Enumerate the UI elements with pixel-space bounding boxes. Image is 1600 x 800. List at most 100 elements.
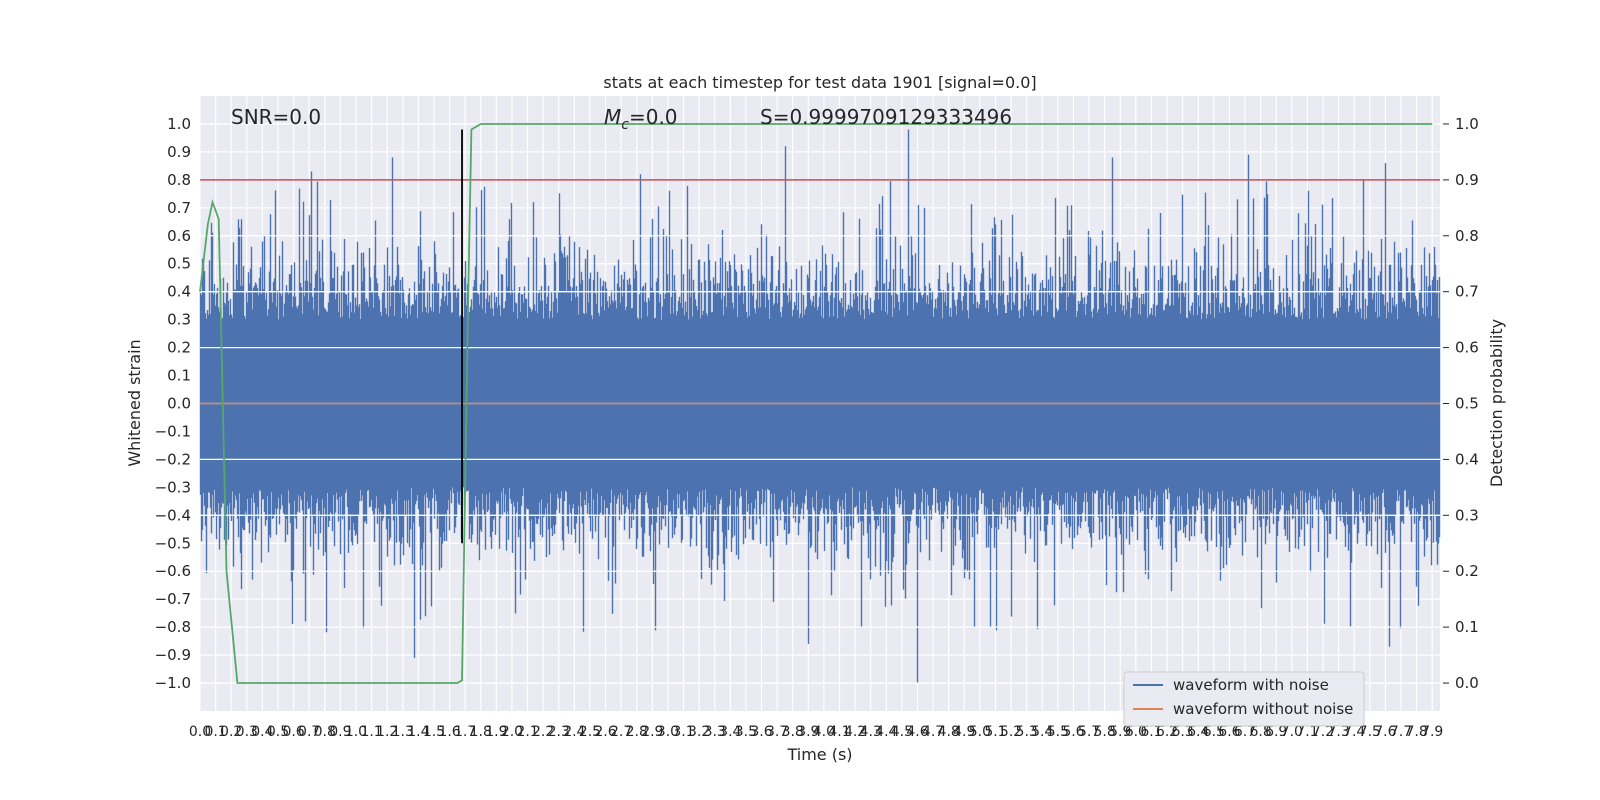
x-tick-label: 4.5 bbox=[891, 724, 913, 740]
x-tick-label: 2.7 bbox=[610, 724, 632, 740]
y-tick-label: 0.2 bbox=[167, 339, 191, 357]
y2-axis-label: Detection probability bbox=[1487, 319, 1506, 487]
x-tick-label: 4.9 bbox=[953, 724, 975, 740]
x-tick-label: 3.5 bbox=[735, 724, 757, 740]
x-tick-label: 4.3 bbox=[860, 724, 882, 740]
x-tick-label: 3.0 bbox=[657, 724, 679, 740]
y2-axis-ticks: 1.0 0.9 0.8 0.7 0.6 0.5 0.4 0.3 0.2 0.1 0.0 bbox=[1443, 115, 1479, 692]
y-tick-label: 0.3 bbox=[167, 311, 191, 329]
x-tick-label: 3.1 bbox=[672, 724, 694, 740]
y-tick-label: −0.7 bbox=[155, 590, 191, 608]
x-tick-label: 0.3 bbox=[236, 724, 258, 740]
y2-tick-label: 0.3 bbox=[1455, 506, 1479, 524]
y2-tick-label: 0.2 bbox=[1455, 562, 1479, 580]
x-tick-label: 2.3 bbox=[548, 724, 570, 740]
x-tick-label: 5.3 bbox=[1016, 724, 1038, 740]
x-tick-label: 2.2 bbox=[532, 724, 554, 740]
x-tick-label: 0.6 bbox=[282, 724, 304, 740]
y2-tick-label: 1.0 bbox=[1455, 115, 1479, 133]
legend-box bbox=[1123, 671, 1365, 727]
x-axis-label: Time (s) bbox=[786, 745, 852, 764]
x-tick-label: 1.5 bbox=[423, 724, 445, 740]
x-tick-label: 6.0 bbox=[1125, 724, 1147, 740]
x-tick-label: 1.1 bbox=[360, 724, 382, 740]
legend-entry-clean: waveform without noise bbox=[1173, 700, 1353, 718]
x-tick-label: 1.0 bbox=[345, 724, 367, 740]
y-tick-label: 0.4 bbox=[167, 283, 191, 301]
y2-tick-label: 0.5 bbox=[1455, 395, 1479, 413]
y-tick-label: −0.4 bbox=[155, 506, 191, 524]
x-tick-label: 1.9 bbox=[485, 724, 507, 740]
y-tick-label: 1.0 bbox=[167, 115, 191, 133]
x-tick-label: 0.7 bbox=[298, 724, 320, 740]
x-tick-label: 5.9 bbox=[1109, 724, 1131, 740]
x-tick-label: 6.3 bbox=[1172, 724, 1194, 740]
y-tick-label: −0.9 bbox=[155, 646, 191, 664]
x-tick-label: 4.7 bbox=[922, 724, 944, 740]
x-tick-label: 0.5 bbox=[267, 724, 289, 740]
x-tick-label: 1.7 bbox=[454, 724, 476, 740]
mc-symbol: M bbox=[604, 105, 621, 129]
x-tick-label: 0.9 bbox=[329, 724, 351, 740]
y2-tick-label: 0.9 bbox=[1455, 171, 1479, 189]
x-tick-label: 6.4 bbox=[1187, 724, 1209, 740]
x-tick-label: 1.2 bbox=[376, 724, 398, 740]
mc-annotation: Mc=0.0 bbox=[604, 105, 678, 133]
x-tick-label: 7.7 bbox=[1390, 724, 1412, 740]
x-tick-label: 7.3 bbox=[1327, 724, 1349, 740]
x-tick-label: 4.1 bbox=[828, 724, 850, 740]
legend: waveform with noise waveform without noi… bbox=[1123, 671, 1365, 727]
y2-tick-label: 0.0 bbox=[1455, 674, 1479, 692]
x-tick-label: 3.8 bbox=[782, 724, 804, 740]
x-tick-label: 2.1 bbox=[516, 724, 538, 740]
x-tick-label: 6.7 bbox=[1234, 724, 1256, 740]
x-tick-label: 5.5 bbox=[1047, 724, 1069, 740]
x-tick-label: 2.8 bbox=[626, 724, 648, 740]
x-tick-label: 5.2 bbox=[1000, 724, 1022, 740]
x-tick-label: 4.8 bbox=[938, 724, 960, 740]
x-tick-label: 0.2 bbox=[220, 724, 242, 740]
x-tick-label: 3.7 bbox=[766, 724, 788, 740]
y-tick-label: 0.0 bbox=[167, 395, 191, 413]
x-tick-label: 0.8 bbox=[314, 724, 336, 740]
y-axis-label: Whitened strain bbox=[125, 339, 144, 466]
x-tick-label: 3.2 bbox=[688, 724, 710, 740]
x-tick-label: 3.6 bbox=[750, 724, 772, 740]
y-tick-label: −0.6 bbox=[155, 562, 191, 580]
y2-tick-label: 0.1 bbox=[1455, 618, 1479, 636]
snr-annotation: SNR=0.0 bbox=[231, 105, 321, 129]
y-tick-label: 0.6 bbox=[167, 227, 191, 245]
x-tick-label: 4.6 bbox=[906, 724, 928, 740]
x-tick-label: 7.4 bbox=[1343, 724, 1365, 740]
y-tick-label: 0.7 bbox=[167, 199, 191, 217]
x-tick-label: 0.0 bbox=[189, 724, 211, 740]
x-tick-label: 7.0 bbox=[1281, 724, 1303, 740]
s-annotation: S=0.9999709129333496 bbox=[760, 105, 1012, 129]
x-tick-label: 5.1 bbox=[984, 724, 1006, 740]
x-tick-label: 2.4 bbox=[563, 724, 585, 740]
x-tick-label: 6.8 bbox=[1249, 724, 1271, 740]
x-tick-label: 7.2 bbox=[1312, 724, 1334, 740]
x-tick-label: 0.4 bbox=[251, 724, 273, 740]
x-tick-label: 6.9 bbox=[1265, 724, 1287, 740]
y-axis-ticks: 1.0 0.9 0.8 0.7 0.6 0.5 0.4 0.3 0.2 0.1 0.0 −0.1 −0.… bbox=[155, 115, 191, 692]
x-tick-label: 7.9 bbox=[1421, 724, 1443, 740]
y-tick-label: −0.2 bbox=[155, 450, 191, 468]
x-tick-label: 4.2 bbox=[844, 724, 866, 740]
x-tick-label: 5.4 bbox=[1031, 724, 1053, 740]
x-tick-label: 3.9 bbox=[797, 724, 819, 740]
x-tick-label: 3.3 bbox=[704, 724, 726, 740]
x-tick-label: 6.2 bbox=[1156, 724, 1178, 740]
y-tick-label: −0.5 bbox=[155, 534, 191, 552]
x-tick-label: 6.1 bbox=[1140, 724, 1162, 740]
y2-tick-label: 0.6 bbox=[1455, 339, 1479, 357]
x-tick-label: 2.6 bbox=[594, 724, 616, 740]
x-tick-label: 6.6 bbox=[1218, 724, 1240, 740]
x-tick-label: 3.4 bbox=[719, 724, 741, 740]
y2-tick-label: 0.8 bbox=[1455, 227, 1479, 245]
x-tick-label: 1.4 bbox=[407, 724, 429, 740]
x-tick-label: 7.6 bbox=[1374, 724, 1396, 740]
mc-value: =0.0 bbox=[629, 105, 678, 129]
x-tick-label: 2.0 bbox=[501, 724, 523, 740]
